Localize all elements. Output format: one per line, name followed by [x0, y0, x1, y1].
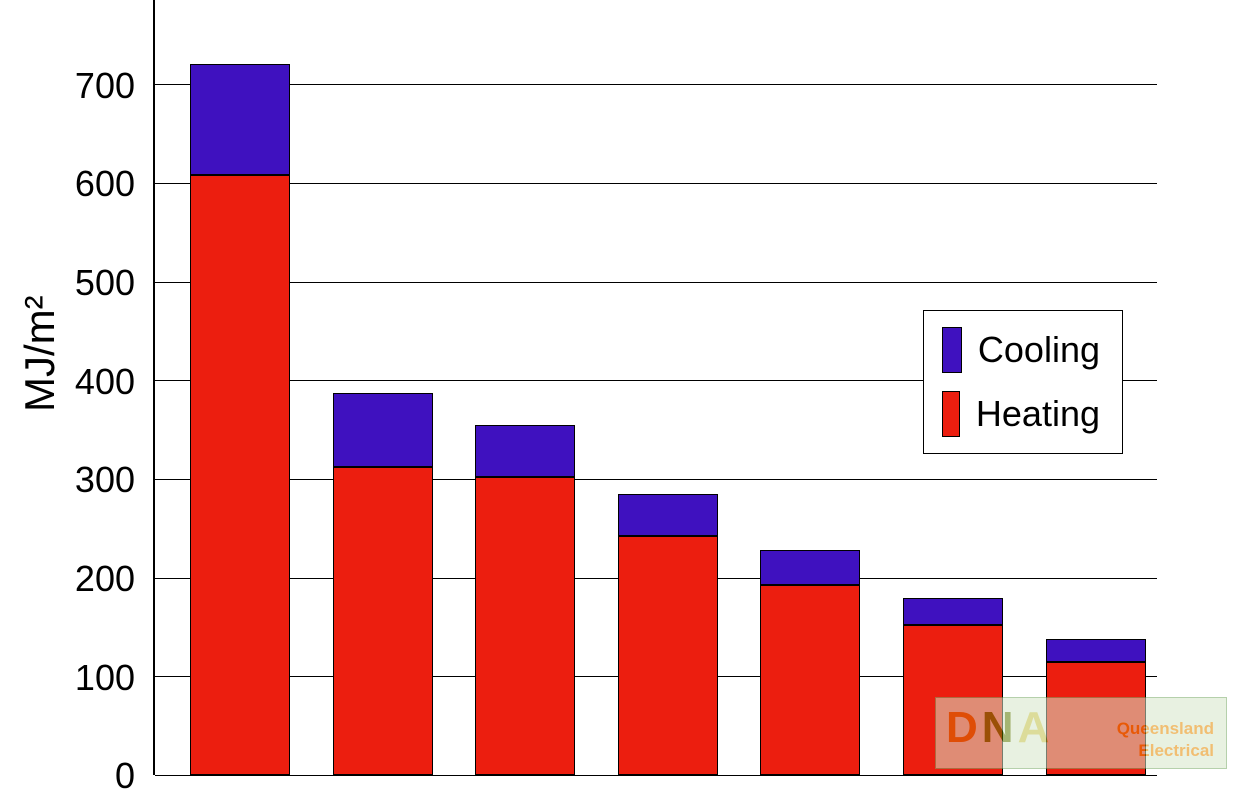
- bar-segment-cooling: [1046, 639, 1146, 662]
- gridline: [155, 84, 1157, 85]
- bar-segment-cooling: [475, 425, 575, 477]
- watermark-line-1: DNA: [946, 706, 1053, 750]
- bar: [475, 425, 575, 775]
- bar-segment-heating: [760, 585, 860, 775]
- bar-segment-heating: [333, 467, 433, 775]
- y-tick-label: 400: [0, 361, 135, 403]
- legend-label: Heating: [976, 393, 1100, 435]
- legend-swatch: [942, 327, 962, 373]
- legend-label: Cooling: [978, 329, 1100, 371]
- gridline: [155, 282, 1157, 283]
- watermark-logo: DNA Queensland Electrical: [935, 697, 1227, 769]
- bar: [760, 550, 860, 775]
- bar-segment-cooling: [333, 393, 433, 467]
- energy-stacked-bar-chart: MJ/m² 0100200300400500600700 CoolingHeat…: [0, 0, 1240, 775]
- gridline: [155, 775, 1157, 776]
- bar: [190, 64, 290, 775]
- legend: Cooling Heating: [923, 310, 1123, 454]
- y-tick-label: 100: [0, 657, 135, 699]
- bar-segment-heating: [190, 175, 290, 775]
- bar-segment-heating: [618, 536, 718, 775]
- gridline: [155, 183, 1157, 184]
- y-tick-label: 300: [0, 459, 135, 501]
- bar-segment-cooling: [760, 550, 860, 585]
- watermark-line-2: Queensland: [1117, 720, 1214, 737]
- legend-item: Cooling: [942, 327, 1100, 373]
- watermark-line-3: Electrical: [1138, 742, 1214, 759]
- y-tick-label: 0: [0, 755, 135, 797]
- bar-segment-cooling: [618, 494, 718, 536]
- bar: [618, 494, 718, 775]
- legend-swatch: [942, 391, 960, 437]
- legend-item: Heating: [942, 391, 1100, 437]
- bar: [333, 393, 433, 775]
- y-tick-label: 200: [0, 558, 135, 600]
- bar-segment-heating: [475, 477, 575, 775]
- bar-segment-cooling: [190, 64, 290, 175]
- y-tick-label: 700: [0, 65, 135, 107]
- y-tick-label: 500: [0, 262, 135, 304]
- y-tick-label: 600: [0, 163, 135, 205]
- bar-segment-cooling: [903, 598, 1003, 625]
- gridline: [155, 479, 1157, 480]
